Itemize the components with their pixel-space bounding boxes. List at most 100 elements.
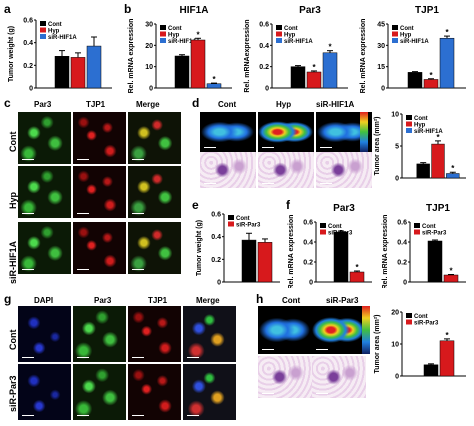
y-tick-label: 0.2 <box>259 64 269 71</box>
panel-letter-b: b <box>124 2 132 16</box>
significance-star: * <box>445 28 449 37</box>
y-tick-label: 0 <box>403 280 407 287</box>
significance-star: * <box>451 164 455 173</box>
scale-bar <box>187 357 199 358</box>
significance-star: * <box>355 263 359 272</box>
scale-bar <box>22 213 34 214</box>
scale-bar <box>316 393 328 394</box>
scale-bar <box>204 183 216 184</box>
c-row-sir-hif1a: siR-HIF1A <box>8 240 18 284</box>
micrograph-c-r1-c1 <box>73 166 126 218</box>
g-col-dapi: DAPI <box>34 296 54 305</box>
y-tick-label: 0 <box>395 374 399 381</box>
y-tick-label: 15 <box>377 64 385 71</box>
y-axis-label: Tumor area (mm²) <box>374 117 381 176</box>
bar <box>446 173 460 179</box>
y-tick-label: 0 <box>149 86 153 93</box>
legend-label: siR-HIF1A <box>168 39 197 45</box>
lung-histology-d-1 <box>258 152 314 188</box>
bar <box>427 240 443 283</box>
bar <box>257 242 273 283</box>
y-tick-label: 0 <box>381 86 385 93</box>
micrograph-g-r1-c2 <box>128 364 181 420</box>
c-row-cont: Cont <box>8 131 18 153</box>
legend-label: Cont <box>328 224 342 230</box>
bar <box>206 83 222 89</box>
h-col-sir-par3: siR-Par3 <box>326 296 359 305</box>
bar <box>333 231 349 283</box>
y-tick-label: 0.4 <box>23 40 33 47</box>
micrograph-c-r1-c2 <box>128 166 181 218</box>
lung-imaging-d-1 <box>258 112 314 152</box>
legend-label: Cont <box>422 224 436 230</box>
panel-letter-g: g <box>4 292 12 306</box>
micrograph-c-r2-c0 <box>18 222 71 274</box>
y-tick-label: 10 <box>145 64 153 71</box>
y-tick-label: 0.2 <box>211 257 221 264</box>
scale-bar <box>262 147 274 148</box>
y-tick-label: 0.4 <box>211 234 221 241</box>
y-tick-label: 0.6 <box>303 220 313 227</box>
legend-label: siR-HIF1A <box>400 39 429 45</box>
scale-bar <box>22 357 34 358</box>
y-tick-label: 10 <box>391 112 399 119</box>
legend-label: Cont <box>48 22 62 28</box>
micrograph-g-r1-c0 <box>18 364 71 420</box>
significance-star: * <box>328 43 332 52</box>
legend-swatch <box>406 128 412 133</box>
bar <box>416 163 430 179</box>
chart-f-tjp1: TJP1 Rel. mRNA expression 0 0.2 0.4 0.6 Contsi… <box>382 203 466 288</box>
h-col-cont: Cont <box>282 296 301 305</box>
legend-swatch <box>276 38 282 43</box>
y-tick-label: 30 <box>377 43 385 50</box>
y-tick-label: 0.2 <box>23 63 33 70</box>
legend-swatch <box>414 223 420 228</box>
legend-swatch <box>228 221 234 227</box>
legend-swatch <box>40 27 46 33</box>
g-col-tjp1: TJP1 <box>148 296 168 305</box>
legend-swatch <box>320 229 326 235</box>
scale-bar <box>132 415 144 416</box>
y-tick-label: 20 <box>391 310 399 317</box>
legend-swatch <box>392 31 398 37</box>
legend-swatch <box>406 121 412 127</box>
chart-title: Par3 <box>299 5 321 16</box>
scale-bar <box>22 415 34 416</box>
legend-label: siR-HIF1A <box>284 39 313 45</box>
y-tick-label: 0.6 <box>259 22 269 29</box>
legend-label: siR-Par3 <box>414 321 439 327</box>
bar <box>439 37 455 89</box>
legend-label: Hyp <box>168 33 180 39</box>
micrograph-c-r2-c2 <box>128 222 181 274</box>
scale-bar <box>77 269 89 270</box>
chart-a-tumor-weight: Tumor weight (g) 0 0.2 0.4 0.6 ContHypsiR-HIF… <box>8 18 112 93</box>
legend-swatch <box>276 25 282 30</box>
legend-label: Cont <box>168 26 182 32</box>
y-tick-label: 0 <box>395 176 399 183</box>
y-tick-label: 10 <box>391 342 399 349</box>
legend-label: Cont <box>236 216 250 222</box>
bar <box>431 143 445 179</box>
y-tick-label: 0 <box>309 280 313 287</box>
significance-star: * <box>212 75 216 84</box>
panel-letter-a: a <box>4 2 11 16</box>
legend-swatch <box>40 34 46 39</box>
scale-bar <box>187 415 199 416</box>
legend-swatch <box>392 25 398 30</box>
micrograph-g-r1-c3 <box>183 364 236 420</box>
y-axis-label: Rel. mRNA expression <box>128 19 135 94</box>
d-col-sir-hif1a: siR-HIF1A <box>316 100 355 109</box>
c-row-hyp: Hyp <box>8 191 18 209</box>
panel-letter-h: h <box>256 292 264 306</box>
bar <box>86 45 102 89</box>
scale-bar <box>77 213 89 214</box>
significance-star: * <box>429 71 433 80</box>
bar <box>349 271 365 283</box>
y-axis-label: Rel. mRNAexpression <box>244 19 251 92</box>
y-tick-label: 0.4 <box>259 43 269 50</box>
micrograph-c-r0-c2 <box>128 112 181 164</box>
chart-b-par3: Par3 Rel. mRNAexpression 0 0.2 0.4 0.6 ContHyp… <box>244 5 348 93</box>
